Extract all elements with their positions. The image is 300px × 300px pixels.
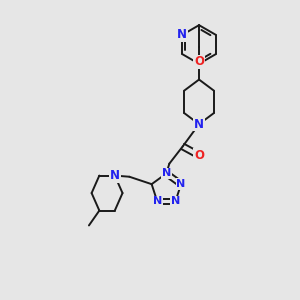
Text: N: N [171, 196, 180, 206]
Text: N: N [176, 179, 186, 189]
Text: N: N [177, 28, 187, 41]
Text: N: N [194, 118, 204, 130]
Text: O: O [194, 55, 204, 68]
Text: N: N [153, 196, 162, 206]
Text: N: N [110, 169, 120, 182]
Text: O: O [194, 149, 204, 162]
Text: N: N [162, 169, 171, 178]
